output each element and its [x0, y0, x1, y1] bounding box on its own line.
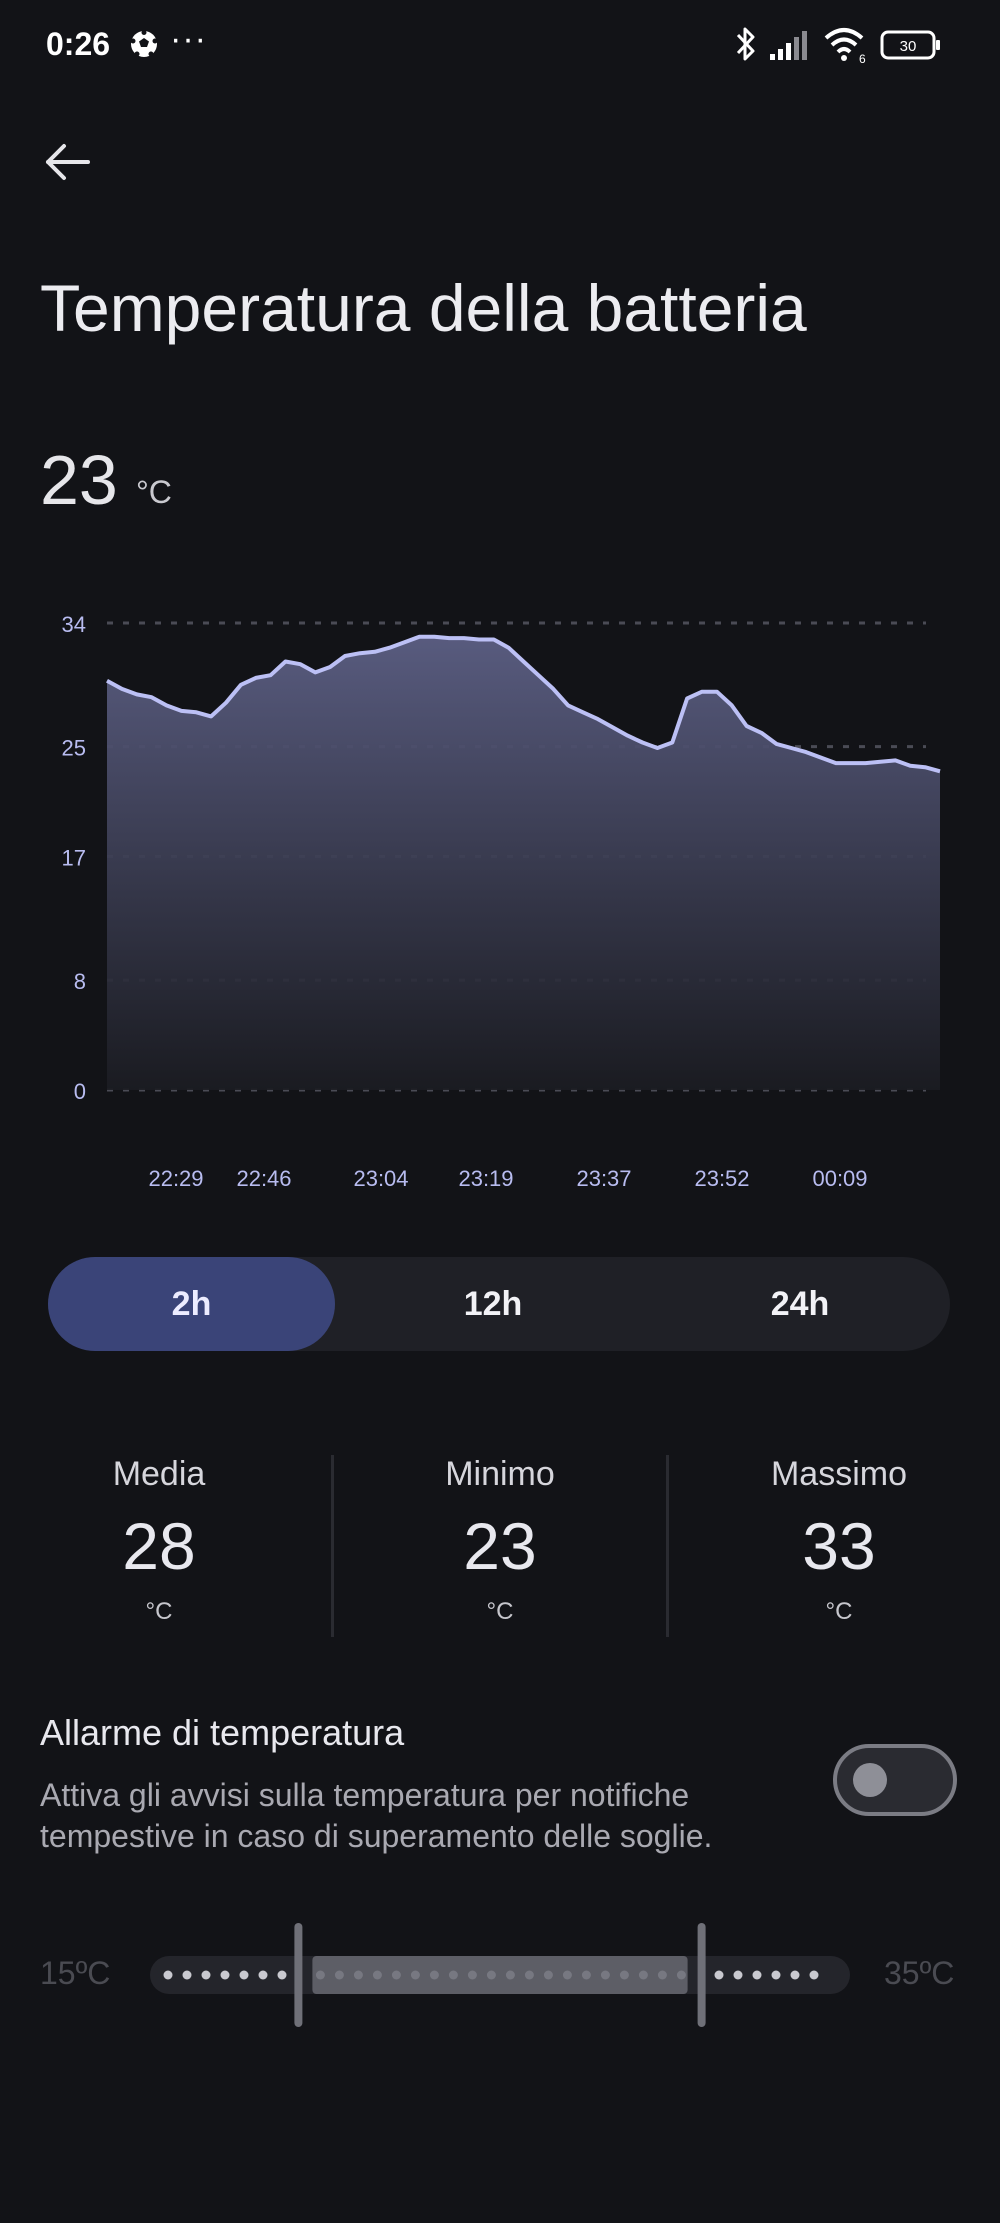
slider-range-dot: [410, 1970, 420, 1980]
bluetooth-icon: [736, 27, 755, 61]
stat-average-value: 28: [122, 1509, 196, 1583]
slider-range-dot: [505, 1970, 515, 1980]
stat-minimum-label: Minimo: [445, 1455, 555, 1493]
stat-average: Media 28 °C: [9, 1455, 309, 1626]
slider-range-dot: [429, 1970, 439, 1980]
slider-selected-range: [312, 1956, 688, 1994]
tab-24h[interactable]: 24h: [770, 1284, 830, 1323]
slider-tick-dot: [277, 1970, 287, 1980]
slider-range-dot: [486, 1970, 496, 1980]
range-selector: 2h 12h 24h: [48, 1257, 950, 1351]
stat-minimum: Minimo 23 °C: [350, 1455, 650, 1626]
chart-y-tick-label: 0: [74, 1079, 86, 1104]
slider-tick-dot: [733, 1970, 743, 1980]
chart-x-tick-label: 23:52: [694, 1166, 749, 1191]
signal-icon: [770, 31, 807, 60]
chart-y-tick-label: 17: [62, 846, 86, 871]
chart-x-tick-label: 22:29: [148, 1166, 203, 1191]
stat-maximum: Massimo 33 °C: [689, 1455, 989, 1626]
alarm-description: Attiva gli avvisi sulla temperatura per …: [40, 1777, 713, 1854]
slider-tick-dot: [714, 1970, 724, 1980]
slider-tick-dot: [182, 1970, 192, 1980]
alarm-toggle[interactable]: [833, 1744, 957, 1816]
stat-average-unit: °C: [145, 1598, 173, 1625]
slider-high-handle[interactable]: [697, 1923, 706, 2027]
page-title: Temperatura della batteria: [40, 271, 807, 345]
stat-average-label: Media: [112, 1455, 206, 1493]
battery-icon: 30: [880, 30, 940, 60]
slider-range-dot: [334, 1970, 344, 1980]
chart-x-tick-label: 22:46: [236, 1166, 291, 1191]
slider-range-dot: [619, 1970, 629, 1980]
slider-range-dot: [600, 1970, 610, 1980]
toggle-knob: [853, 1763, 887, 1797]
stat-minimum-value: 23: [463, 1509, 537, 1583]
slider-tick-dot: [771, 1970, 781, 1980]
slider-range-dot: [467, 1970, 477, 1980]
temperature-chart: 34 25 17 8 0 22:29 22:46 23:04 23:19 23:37 23:52 0…: [62, 612, 941, 1191]
back-arrow-icon[interactable]: [40, 134, 96, 190]
slider-tick-dot: [258, 1970, 268, 1980]
stat-divider: [331, 1455, 334, 1637]
slider-tick-dot: [790, 1970, 800, 1980]
slider-range-dot: [581, 1970, 591, 1980]
current-temperature-value: 23: [40, 441, 118, 519]
status-bar: 0:26 ··· 6 30: [0, 0, 1000, 90]
temperature-threshold-slider[interactable]: [150, 1920, 850, 2030]
chart-series-line: [106, 634, 941, 774]
soccer-ball-icon: [130, 30, 158, 57]
alarm-title: Allarme di temperatura: [40, 1712, 405, 1753]
status-time: 0:26: [46, 26, 111, 62]
chart-x-tick-label: 23:19: [458, 1166, 513, 1191]
chart-x-tick-label: 23:37: [576, 1166, 631, 1191]
chart-area-fill: [107, 636, 940, 1090]
slider-range-dot: [524, 1970, 534, 1980]
slider-range-dot: [676, 1970, 686, 1980]
status-more-dots: ···: [170, 20, 207, 58]
slider-range-dot: [353, 1970, 363, 1980]
slider-range-dot: [657, 1970, 667, 1980]
wifi-icon: 6: [824, 28, 866, 64]
slider-range-dot: [448, 1970, 458, 1980]
network-gen-label: 6: [859, 52, 866, 64]
stat-maximum-label: Massimo: [770, 1455, 908, 1493]
slider-tick-dot: [809, 1970, 819, 1980]
stat-maximum-value: 33: [802, 1509, 876, 1583]
slider-range-dot: [562, 1970, 572, 1980]
slider-tick-dot: [201, 1970, 211, 1980]
slider-min-label: 15ºC: [40, 1955, 111, 1991]
chart-y-tick-label: 34: [62, 612, 86, 637]
stat-maximum-unit: °C: [825, 1598, 853, 1625]
chart-x-tick-label: 00:09: [812, 1166, 867, 1191]
stat-minimum-unit: °C: [486, 1598, 514, 1625]
slider-tick-dot: [220, 1970, 230, 1980]
slider-range-dot: [543, 1970, 553, 1980]
stat-divider: [666, 1455, 669, 1637]
slider-range-dot: [315, 1970, 325, 1980]
slider-range-dot: [372, 1970, 382, 1980]
chart-y-tick-label: 25: [62, 736, 86, 761]
slider-tick-dot: [239, 1970, 249, 1980]
slider-low-handle[interactable]: [294, 1923, 303, 2027]
slider-range-dot: [391, 1970, 401, 1980]
current-temperature-unit: °C: [136, 474, 172, 510]
tab-2h[interactable]: 2h: [48, 1257, 335, 1351]
tab-12h[interactable]: 12h: [463, 1284, 523, 1323]
chart-x-tick-label: 23:04: [353, 1166, 408, 1191]
slider-tick-dot: [163, 1970, 173, 1980]
slider-range-dot: [638, 1970, 648, 1980]
battery-level: 30: [900, 38, 917, 55]
slider-max-label: 35ºC: [884, 1955, 955, 1991]
chart-y-tick-label: 8: [74, 969, 86, 994]
slider-tick-dot: [752, 1970, 762, 1980]
